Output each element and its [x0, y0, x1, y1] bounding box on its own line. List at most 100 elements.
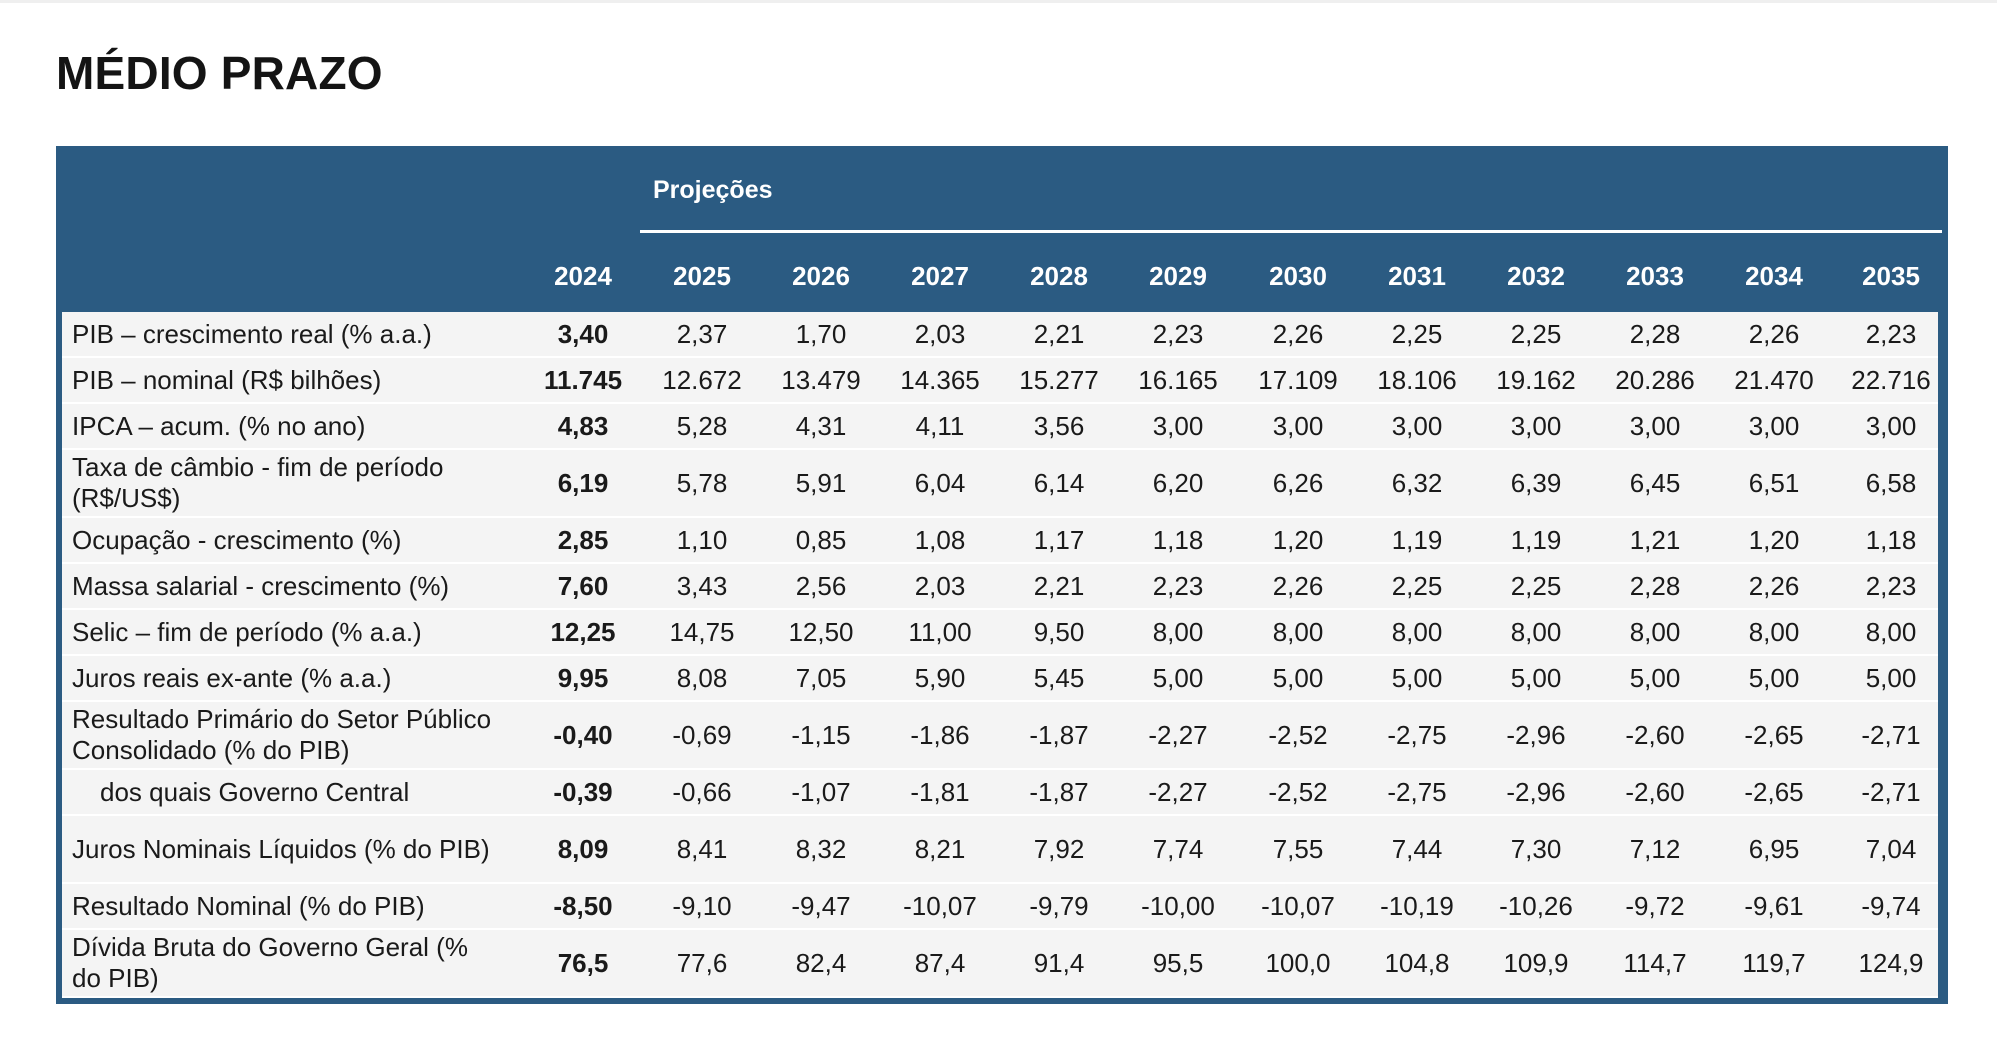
projections-underline	[640, 230, 1942, 233]
cell-2029: 3,00	[1152, 410, 1204, 441]
projections-label: Projeções	[653, 176, 773, 204]
cell-2035: 8,00	[1865, 616, 1917, 647]
cell-2030: -2,52	[1268, 719, 1328, 750]
cell-2024: 7,60	[557, 570, 609, 601]
cell-2031: 5,00	[1391, 662, 1443, 693]
cell-2033: 2,28	[1629, 570, 1681, 601]
cell-2034: 5,00	[1748, 662, 1800, 693]
cell-2027: 2,03	[914, 318, 966, 349]
cell-2026: -1,15	[791, 719, 851, 750]
cell-2034: -2,65	[1744, 719, 1804, 750]
table-row: Juros Nominais Líquidos (% do PIB) 8,09 8,…	[62, 816, 1938, 884]
year-header-2030: 2030	[1269, 261, 1327, 291]
cell-2024: 11.745	[543, 364, 623, 395]
year-header-2031: 2031	[1388, 261, 1446, 291]
cell-2035: 2,23	[1865, 318, 1917, 349]
row-label: Juros Nominais Líquidos (% do PIB)	[72, 833, 490, 864]
cell-2029: -2,27	[1148, 719, 1208, 750]
cell-2030: 2,26	[1272, 318, 1324, 349]
cell-2025: -0,69	[672, 719, 732, 750]
cell-2025: 5,78	[676, 467, 728, 498]
top-divider	[0, 0, 1997, 3]
cell-2024: 6,19	[557, 467, 609, 498]
cell-2034: 2,26	[1748, 318, 1800, 349]
cell-2033: 5,00	[1629, 662, 1681, 693]
cell-2032: 8,00	[1510, 616, 1562, 647]
cell-2032: 3,00	[1510, 410, 1562, 441]
row-label: Taxa de câmbio - fim de período (R$/US$)	[72, 452, 444, 513]
cell-2032: -2,96	[1506, 719, 1566, 750]
cell-2033: 1,21	[1629, 524, 1681, 555]
cell-2033: 3,00	[1629, 410, 1681, 441]
cell-2034: 119,7	[1742, 947, 1806, 978]
cell-2027: 2,03	[914, 570, 966, 601]
cell-2024: 76,5	[557, 947, 609, 978]
cell-2029: 16.165	[1138, 364, 1218, 395]
cell-2032: 5,00	[1510, 662, 1562, 693]
cell-2026: 13.479	[781, 364, 861, 395]
row-label: Resultado Primário do Setor Público Cons…	[72, 704, 492, 765]
cell-2027: 14.365	[900, 364, 980, 395]
cell-2029: 8,00	[1152, 616, 1204, 647]
cell-2028: -9,79	[1029, 890, 1089, 921]
cell-2031: 2,25	[1391, 318, 1443, 349]
cell-2028: -1,87	[1029, 776, 1089, 807]
cell-2029: -10,00	[1141, 890, 1215, 921]
cell-2027: 11,00	[908, 616, 972, 647]
cell-2026: 82,4	[795, 947, 847, 978]
cell-2033: 114,7	[1623, 947, 1687, 978]
row-label: PIB – crescimento real (% a.a.)	[72, 318, 432, 349]
cell-2027: -1,86	[910, 719, 970, 750]
cell-2029: -2,27	[1148, 776, 1208, 807]
cell-2032: 2,25	[1510, 318, 1562, 349]
year-header-2025: 2025	[673, 261, 731, 291]
table-row: Taxa de câmbio - fim de período (R$/US$)…	[62, 450, 1938, 518]
cell-2035: 124,9	[1858, 947, 1924, 978]
cell-2025: -9,10	[672, 890, 732, 921]
cell-2032: 6,39	[1510, 467, 1562, 498]
cell-2024: 9,95	[557, 662, 609, 693]
cell-2034: 6,95	[1748, 833, 1800, 864]
cell-2035: -2,71	[1861, 776, 1921, 807]
cell-2034: 6,51	[1748, 467, 1800, 498]
cell-2031: 7,44	[1391, 833, 1443, 864]
table-row: Resultado Nominal (% do PIB) -8,50 -9,10 -9…	[62, 884, 1938, 930]
cell-2024: 12,25	[550, 616, 616, 647]
cell-2029: 1,18	[1152, 524, 1204, 555]
cell-2026: 1,70	[795, 318, 847, 349]
cell-2025: 14,75	[669, 616, 735, 647]
cell-2025: 77,6	[676, 947, 728, 978]
row-label: Dívida Bruta do Governo Geral (% do PIB)	[72, 932, 468, 993]
cell-2025: 2,37	[676, 318, 728, 349]
cell-2035: 2,23	[1865, 570, 1917, 601]
year-header-2026: 2026	[792, 261, 850, 291]
cell-2032: 19.162	[1496, 364, 1576, 395]
year-header-2028: 2028	[1030, 261, 1088, 291]
cell-2031: 1,19	[1391, 524, 1443, 555]
cell-2026: 5,91	[795, 467, 847, 498]
cell-2035: 3,00	[1865, 410, 1917, 441]
cell-2029: 7,74	[1152, 833, 1204, 864]
cell-2031: -2,75	[1387, 776, 1447, 807]
projections-table: Projeções 2024 2025 2026 2027 2028 2029 2030 20…	[56, 146, 1948, 1004]
table-row: dos quais Governo Central -0,39 -0,66 -1,07…	[62, 770, 1938, 816]
cell-2026: 12,50	[788, 616, 854, 647]
cell-2032: 7,30	[1510, 833, 1562, 864]
cell-2028: 6,14	[1033, 467, 1085, 498]
cell-2025: 5,28	[676, 410, 728, 441]
table-row: PIB – crescimento real (% a.a.) 3,40 2,37 1…	[62, 312, 1938, 358]
cell-2034: 21.470	[1734, 364, 1814, 395]
cell-2032: 1,19	[1510, 524, 1562, 555]
cell-2028: 15.277	[1019, 364, 1099, 395]
cell-2024: -8,50	[553, 890, 613, 921]
row-label: Resultado Nominal (% do PIB)	[72, 890, 425, 921]
cell-2030: 17.109	[1258, 364, 1338, 395]
cell-2030: 1,20	[1272, 524, 1324, 555]
cell-2027: 8,21	[914, 833, 966, 864]
cell-2035: 1,18	[1865, 524, 1917, 555]
cell-2031: -2,75	[1387, 719, 1447, 750]
year-header-2024: 2024	[554, 261, 612, 291]
table-row: Dívida Bruta do Governo Geral (% do PIB)…	[62, 930, 1938, 998]
cell-2031: 3,00	[1391, 410, 1443, 441]
cell-2028: 91,4	[1033, 947, 1085, 978]
